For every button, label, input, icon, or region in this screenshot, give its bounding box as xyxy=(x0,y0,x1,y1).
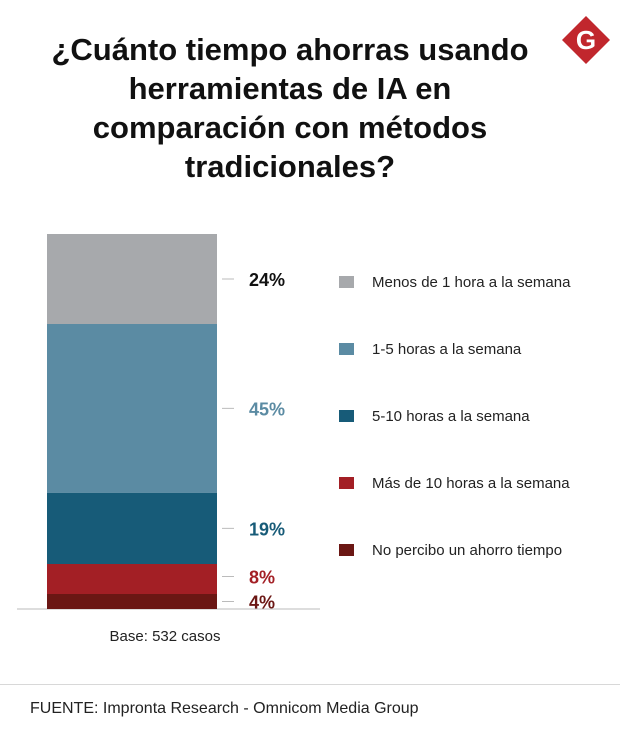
source-note: FUENTE: Impronta Research - Omnicom Medi… xyxy=(30,700,419,717)
bar-segment-1 xyxy=(47,234,217,324)
bar-segment-2 xyxy=(47,324,217,493)
chart-title: ¿Cuánto tiempo ahorras usando herramient… xyxy=(51,32,529,184)
legend-swatch-2 xyxy=(339,343,354,355)
divider xyxy=(0,684,620,685)
base-note: Base: 532 casos xyxy=(109,628,221,645)
value-label-5: 4% xyxy=(249,593,275,613)
value-label-3: 19% xyxy=(249,519,285,539)
logo-diamond xyxy=(562,16,610,64)
legend-swatch-5 xyxy=(339,544,354,556)
logo-letter: G xyxy=(576,25,596,55)
legend-label-4: Más de 10 horas a la semana xyxy=(372,475,570,492)
legend-swatch-1 xyxy=(339,276,354,288)
legend-label-3: 5-10 horas a la semana xyxy=(372,408,530,425)
value-label-1: 24% xyxy=(249,270,285,290)
legend-label-2: 1-5 horas a la semana xyxy=(372,341,522,358)
legend-label-5: No percibo un ahorro tiempo xyxy=(372,542,562,559)
value-label-2: 45% xyxy=(249,399,285,419)
value-label-4: 8% xyxy=(249,568,275,588)
bar-segment-4 xyxy=(47,564,217,594)
legend-label-1: Menos de 1 hora a la semana xyxy=(372,274,571,291)
legend-swatch-4 xyxy=(339,477,354,489)
g-brand-logo: G xyxy=(562,16,610,64)
bar-segment-5 xyxy=(47,594,217,609)
legend-swatch-3 xyxy=(339,410,354,422)
bar-segment-3 xyxy=(47,492,217,564)
